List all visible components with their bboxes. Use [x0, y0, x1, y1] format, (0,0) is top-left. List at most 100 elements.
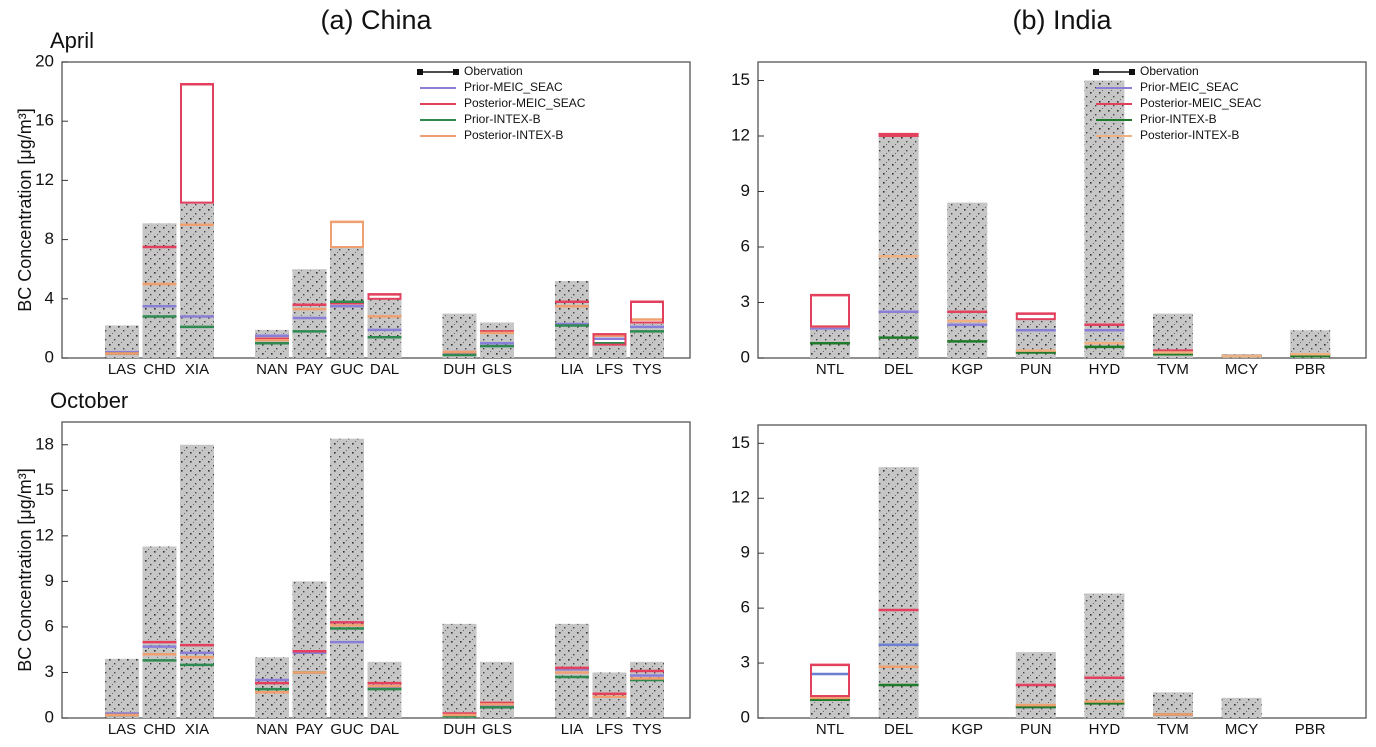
observation-bar: [180, 444, 214, 718]
x-tick-label: GLS: [482, 721, 512, 738]
y-tick-label: 0: [45, 707, 54, 726]
observation-bar: [330, 438, 364, 718]
observation-bar: [442, 623, 477, 718]
observation-bar: [878, 467, 919, 718]
observation-bar: [480, 322, 514, 358]
x-tick-label: DUH: [443, 361, 476, 378]
x-tick-label: CHD: [143, 721, 176, 738]
y-tick-label: 8: [45, 229, 54, 248]
y-tick-label: 3: [741, 292, 750, 311]
x-tick-label: PAY: [296, 361, 324, 378]
observation-bar: [142, 223, 177, 358]
observation-bar: [630, 322, 664, 358]
legend-swatch: [417, 69, 423, 75]
y-tick-label: 3: [741, 653, 750, 672]
x-tick-label: NAN: [256, 721, 288, 738]
y-tick-label: 18: [35, 434, 54, 453]
x-tick-label: HYD: [1089, 721, 1121, 738]
observation-bar: [367, 298, 402, 358]
x-tick-label: PBR: [1295, 361, 1326, 378]
x-tick-label: DAL: [370, 361, 399, 378]
y-tick-label: 15: [35, 480, 54, 499]
exceedance-box: [180, 83, 214, 204]
exceedance-box: [592, 333, 627, 346]
exceedance-box: [810, 663, 850, 698]
x-tick-label: KGP: [951, 721, 983, 738]
y-tick-label: 20: [35, 51, 54, 70]
exceedance-box: [367, 293, 402, 300]
x-tick-label: LFS: [596, 721, 624, 738]
observation-bar: [1221, 697, 1262, 718]
x-tick-label: NTL: [816, 721, 844, 738]
y-tick-label: 6: [741, 236, 750, 255]
y-tick-label: 12: [35, 170, 54, 189]
y-tick-label: 6: [741, 598, 750, 617]
x-tick-label: NAN: [256, 361, 288, 378]
x-tick-label: CHD: [143, 361, 176, 378]
y-tick-label: 0: [741, 347, 750, 366]
y-tick-label: 12: [731, 488, 750, 507]
observation-bar: [292, 269, 327, 358]
plot-frame: [757, 61, 1367, 359]
legend-swatch: [453, 69, 459, 75]
x-tick-label: LIA: [561, 721, 584, 738]
y-tick-label: 12: [731, 125, 750, 144]
x-tick-label: MCY: [1225, 361, 1258, 378]
legend-label: Posterior-INTEX-B: [464, 128, 563, 142]
observation-bar: [180, 202, 214, 358]
exceedance-box: [330, 220, 364, 248]
x-tick-label: KGP: [951, 361, 983, 378]
x-tick-label: LIA: [561, 361, 584, 378]
legend-label: Obervation: [1140, 64, 1199, 78]
x-tick-label: PAY: [296, 721, 324, 738]
observation-bar: [255, 657, 289, 718]
x-tick-label: PUN: [1020, 721, 1052, 738]
observation-bar: [480, 661, 514, 718]
observation-bar: [442, 313, 477, 358]
row-label: April: [50, 28, 94, 53]
x-tick-label: XIA: [185, 361, 209, 378]
x-tick-label: XIA: [185, 721, 209, 738]
observation-bar: [142, 546, 177, 718]
observation-bar: [105, 658, 139, 718]
y-tick-label: 0: [741, 707, 750, 726]
panel-title: (a) China: [320, 5, 432, 35]
x-tick-label: MCY: [1225, 721, 1258, 738]
y-tick-label: 15: [731, 433, 750, 452]
exceedance-box: [878, 133, 919, 137]
y-tick-label: 0: [45, 347, 54, 366]
x-tick-label: GUC: [330, 721, 364, 738]
legend-label: Obervation: [464, 64, 523, 78]
exceedance-box: [810, 294, 850, 328]
x-tick-label: DEL: [884, 361, 913, 378]
legend-label: Posterior-INTEX-B: [1140, 128, 1239, 142]
observation-bar: [1084, 80, 1125, 358]
plot-frame: [757, 424, 1367, 719]
x-tick-label: TVM: [1157, 721, 1189, 738]
observation-bar: [555, 281, 589, 358]
legend-label: Posterior-MEIC_SEAC: [1140, 96, 1262, 110]
exceedance-box: [1015, 312, 1056, 321]
x-tick-label: TYS: [632, 721, 661, 738]
row-label: October: [50, 388, 128, 413]
y-axis-label: BC Concentration [μg/m³]: [15, 468, 35, 671]
y-axis-label: BC Concentration [μg/m³]: [15, 108, 35, 311]
legend-swatch: [1093, 69, 1099, 75]
y-tick-label: 16: [35, 111, 54, 130]
exceedance-box: [630, 300, 664, 324]
legend-label: Prior-MEIC_SEAC: [1140, 80, 1239, 94]
legend-label: Prior-MEIC_SEAC: [464, 80, 563, 94]
legend-label: Prior-INTEX-B: [464, 112, 541, 126]
panel-title: (b) India: [1012, 5, 1112, 35]
y-tick-label: 3: [45, 662, 54, 681]
observation-bar: [947, 202, 988, 358]
observation-bar: [592, 344, 627, 358]
x-tick-label: DEL: [884, 721, 913, 738]
observation-bar: [555, 623, 589, 718]
legend-label: Posterior-MEIC_SEAC: [464, 96, 586, 110]
x-tick-label: TYS: [632, 361, 661, 378]
x-tick-label: DAL: [370, 721, 399, 738]
y-tick-label: 9: [741, 181, 750, 200]
y-tick-label: 4: [45, 288, 54, 307]
